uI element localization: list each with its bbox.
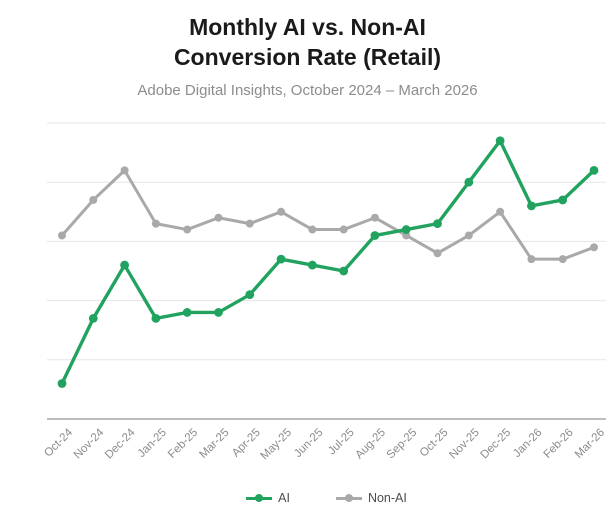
non-ai-data-point [558, 255, 567, 264]
chart-legend: AI Non-AI [47, 491, 606, 505]
x-tick-label: Feb-25 [166, 427, 200, 461]
non-ai-data-point [527, 255, 536, 264]
ai-data-point [88, 313, 98, 323]
legend-item-ai: AI [246, 491, 290, 505]
non-ai-data-point [590, 243, 598, 252]
ai-data-point [120, 260, 129, 270]
ai-data-point [558, 195, 568, 205]
x-tick-label: Nov-24 [72, 426, 107, 461]
ai-data-point [276, 254, 286, 264]
x-tick-label: Dec-25 [479, 427, 514, 462]
x-tick-label: Dec-24 [103, 426, 138, 461]
x-tick-label: Apr-25 [230, 427, 263, 460]
ai-data-point [495, 136, 505, 146]
ai-data-point [401, 225, 411, 234]
ai-data-point [245, 290, 255, 300]
ai-data-point [57, 379, 67, 388]
non-ai-data-point [89, 195, 98, 204]
x-tick-label: Sep-25 [385, 427, 420, 462]
non-ai-data-point [433, 249, 442, 258]
x-tick-label: Mar-25 [197, 427, 231, 461]
ai-legend-label: AI [278, 491, 290, 505]
ai-data-point [370, 231, 380, 240]
non-ai-data-point [496, 207, 505, 216]
ai-data-point [527, 201, 536, 211]
ai-data-point [589, 165, 599, 175]
chart-title-line1: Monthly AI vs. Non-AI [189, 14, 426, 40]
ai-legend-marker-icon [246, 494, 273, 502]
non-ai-data-point [277, 207, 286, 216]
non-ai-legend-label: Non-AI [367, 491, 407, 505]
conversion-line-chart: Oct-24Nov-24Dec-24Jan-25Feb-25Mar-25Apr-… [42, 122, 607, 463]
x-tick-label: Oct-25 [418, 427, 451, 460]
non-ai-data-point [402, 231, 411, 240]
ai-data-point [339, 266, 349, 276]
x-tick-label: Jan-25 [136, 427, 169, 460]
non-ai-data-point [120, 166, 129, 175]
non-ai-legend-marker-icon [335, 494, 362, 502]
ai-data-point [307, 260, 317, 270]
x-tick-label: Mar-26 [573, 427, 607, 461]
ai-data-point [151, 313, 161, 323]
ai-series-line [60, 139, 596, 385]
chart-title: Monthly AI vs. Non-AI Conversion Rate (R… [0, 13, 615, 73]
chart-title-line2: Conversion Rate (Retail) [173, 43, 442, 70]
non-ai-data-point [245, 219, 254, 228]
x-tick-label: Oct-24 [42, 426, 75, 459]
x-tick-label: May-25 [259, 427, 295, 463]
non-ai-data-point [183, 225, 192, 234]
non-ai-data-point [464, 231, 473, 240]
non-ai-data-point [370, 213, 379, 222]
non-ai-data-point [214, 213, 223, 222]
x-tick-label: Jan-26 [511, 427, 544, 460]
non-ai-data-point [308, 225, 317, 234]
x-tick-label: Aug-25 [353, 427, 388, 462]
x-tick-label: Nov-25 [447, 427, 482, 462]
x-tick-label: Feb-26 [542, 427, 576, 461]
non-ai-data-point [151, 219, 160, 228]
non-ai-data-point [58, 231, 66, 240]
ai-data-point [464, 177, 474, 187]
legend-item-non-ai: Non-AI [335, 491, 407, 505]
non-ai-data-point [339, 225, 348, 234]
ai-data-point [214, 308, 223, 317]
ai-data-point [433, 219, 442, 229]
non-ai-series-line [60, 168, 595, 261]
chart-subtitle: Adobe Digital Insights, October 2024 – M… [137, 82, 478, 99]
ai-data-point [182, 308, 192, 317]
x-tick-label: Jun-25 [292, 427, 325, 460]
